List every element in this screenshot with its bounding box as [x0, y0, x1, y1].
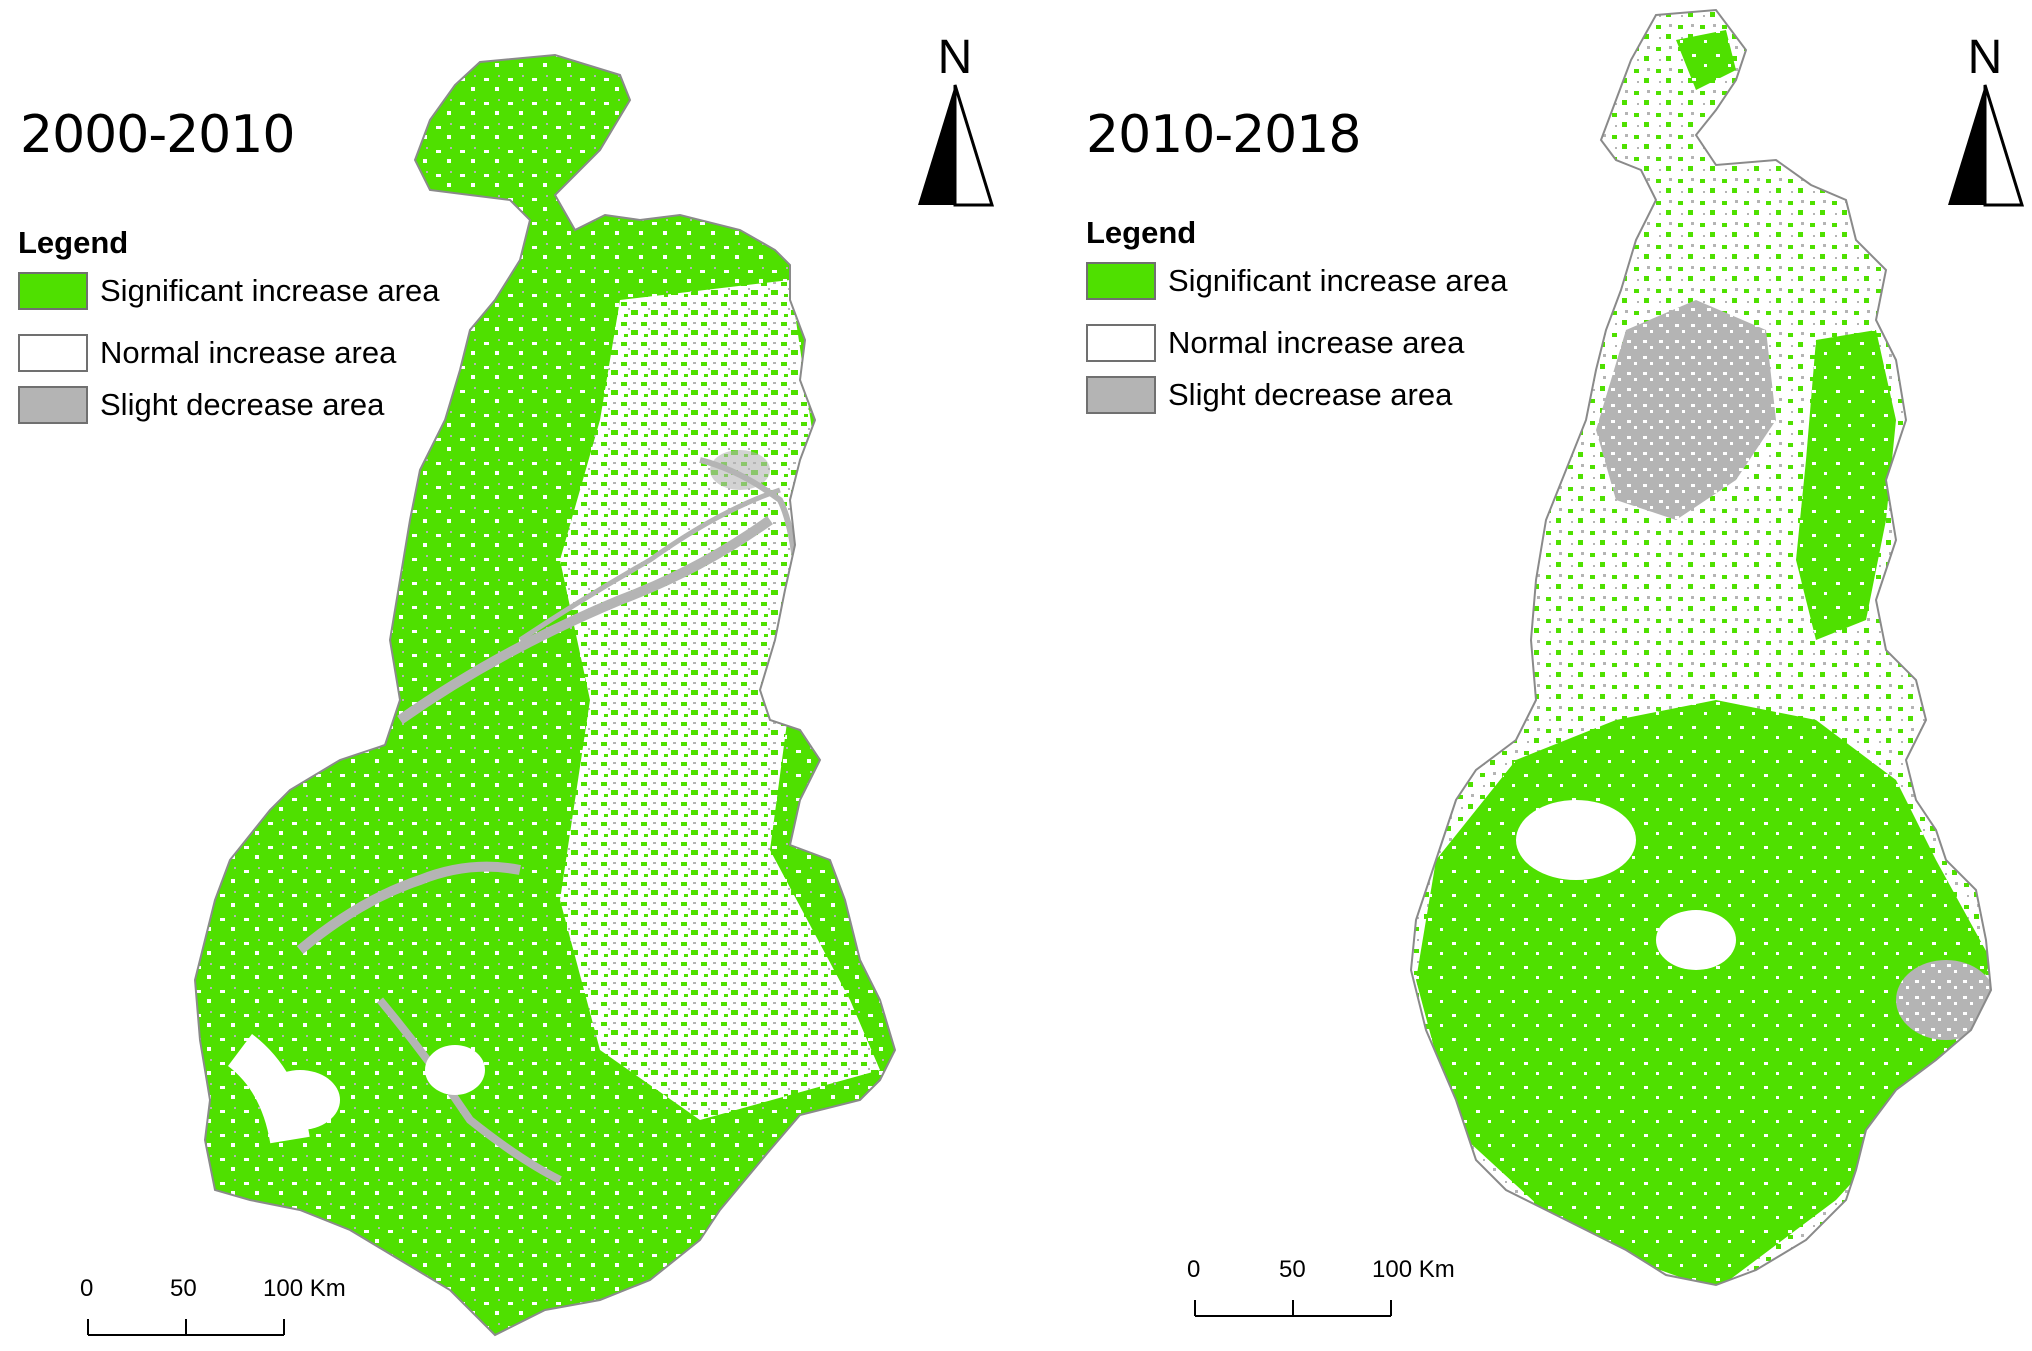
region-map-2010-2018 — [1410, 9, 1992, 1286]
north-arrow-icon — [1948, 84, 2025, 207]
legend-label: Significant increase area — [100, 273, 440, 308]
legend-item-significant-increase: Significant increase area — [18, 267, 439, 315]
legend-item-slight-decrease: Slight decrease area — [18, 381, 439, 429]
legend-item-significant-increase: Significant increase area — [1086, 257, 1507, 305]
legend-item-normal-increase: Normal increase area — [18, 329, 439, 377]
legend-swatch-white — [1086, 324, 1156, 362]
scale-label-100: 100 Km — [263, 1275, 346, 1302]
legend: Legend Significant increase area Normal … — [1086, 215, 1507, 423]
legend-swatch-white — [18, 334, 88, 372]
legend-title: Legend — [1086, 215, 1197, 250]
north-arrow: N — [910, 30, 1000, 230]
north-arrow-icon — [918, 84, 995, 207]
north-letter: N — [1967, 31, 2003, 84]
legend-swatch-green — [1086, 262, 1156, 300]
map-panel-2010-2018: 2010-2018 Legend Significant increase ar… — [1016, 0, 2032, 1351]
scale-label-0: 0 — [1187, 1256, 1201, 1283]
legend-title: Legend — [18, 225, 129, 260]
legend-item-slight-decrease: Slight decrease area — [1086, 371, 1507, 419]
legend-label: Significant increase area — [1168, 263, 1508, 298]
scale-label-50: 50 — [1279, 1256, 1306, 1283]
scale-bar-line — [1194, 1300, 1392, 1317]
legend-label: Slight decrease area — [1168, 377, 1453, 412]
period-title: 2010-2018 — [1086, 105, 1361, 165]
legend-swatch-gray — [18, 386, 88, 424]
scale-bar: 0 50 100 Km — [1187, 1256, 1455, 1346]
legend-swatch-green — [18, 272, 88, 310]
north-arrow: N — [1940, 30, 2030, 230]
scale-label-50: 50 — [170, 1275, 197, 1302]
north-letter: N — [937, 31, 973, 84]
map-panel-2000-2010: 2000-2010 Legend Significant increase ar… — [18, 30, 1000, 1351]
legend-item-normal-increase: Normal increase area — [1086, 319, 1507, 367]
scale-label-100: 100 Km — [1372, 1256, 1455, 1283]
period-title: 2000-2010 — [20, 105, 295, 165]
legend-swatch-gray — [1086, 376, 1156, 414]
scale-label-0: 0 — [80, 1275, 94, 1302]
legend-label: Normal increase area — [100, 335, 397, 370]
legend-label: Slight decrease area — [100, 387, 385, 422]
legend: Legend Significant increase area Normal … — [18, 225, 439, 433]
region-map-2000-2010 — [194, 54, 896, 1336]
scale-bar-line — [87, 1319, 285, 1336]
scale-bar: 0 50 100 Km — [80, 1275, 346, 1351]
legend-label: Normal increase area — [1168, 325, 1465, 360]
